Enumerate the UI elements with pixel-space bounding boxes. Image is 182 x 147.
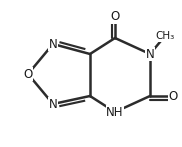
Text: O: O [23,67,33,81]
Text: O: O [168,90,178,102]
Text: O: O [110,10,120,24]
Text: N: N [49,37,57,51]
Text: N: N [49,97,57,111]
Text: NH: NH [106,106,124,118]
Text: N: N [146,47,154,61]
Text: CH₃: CH₃ [155,31,175,41]
